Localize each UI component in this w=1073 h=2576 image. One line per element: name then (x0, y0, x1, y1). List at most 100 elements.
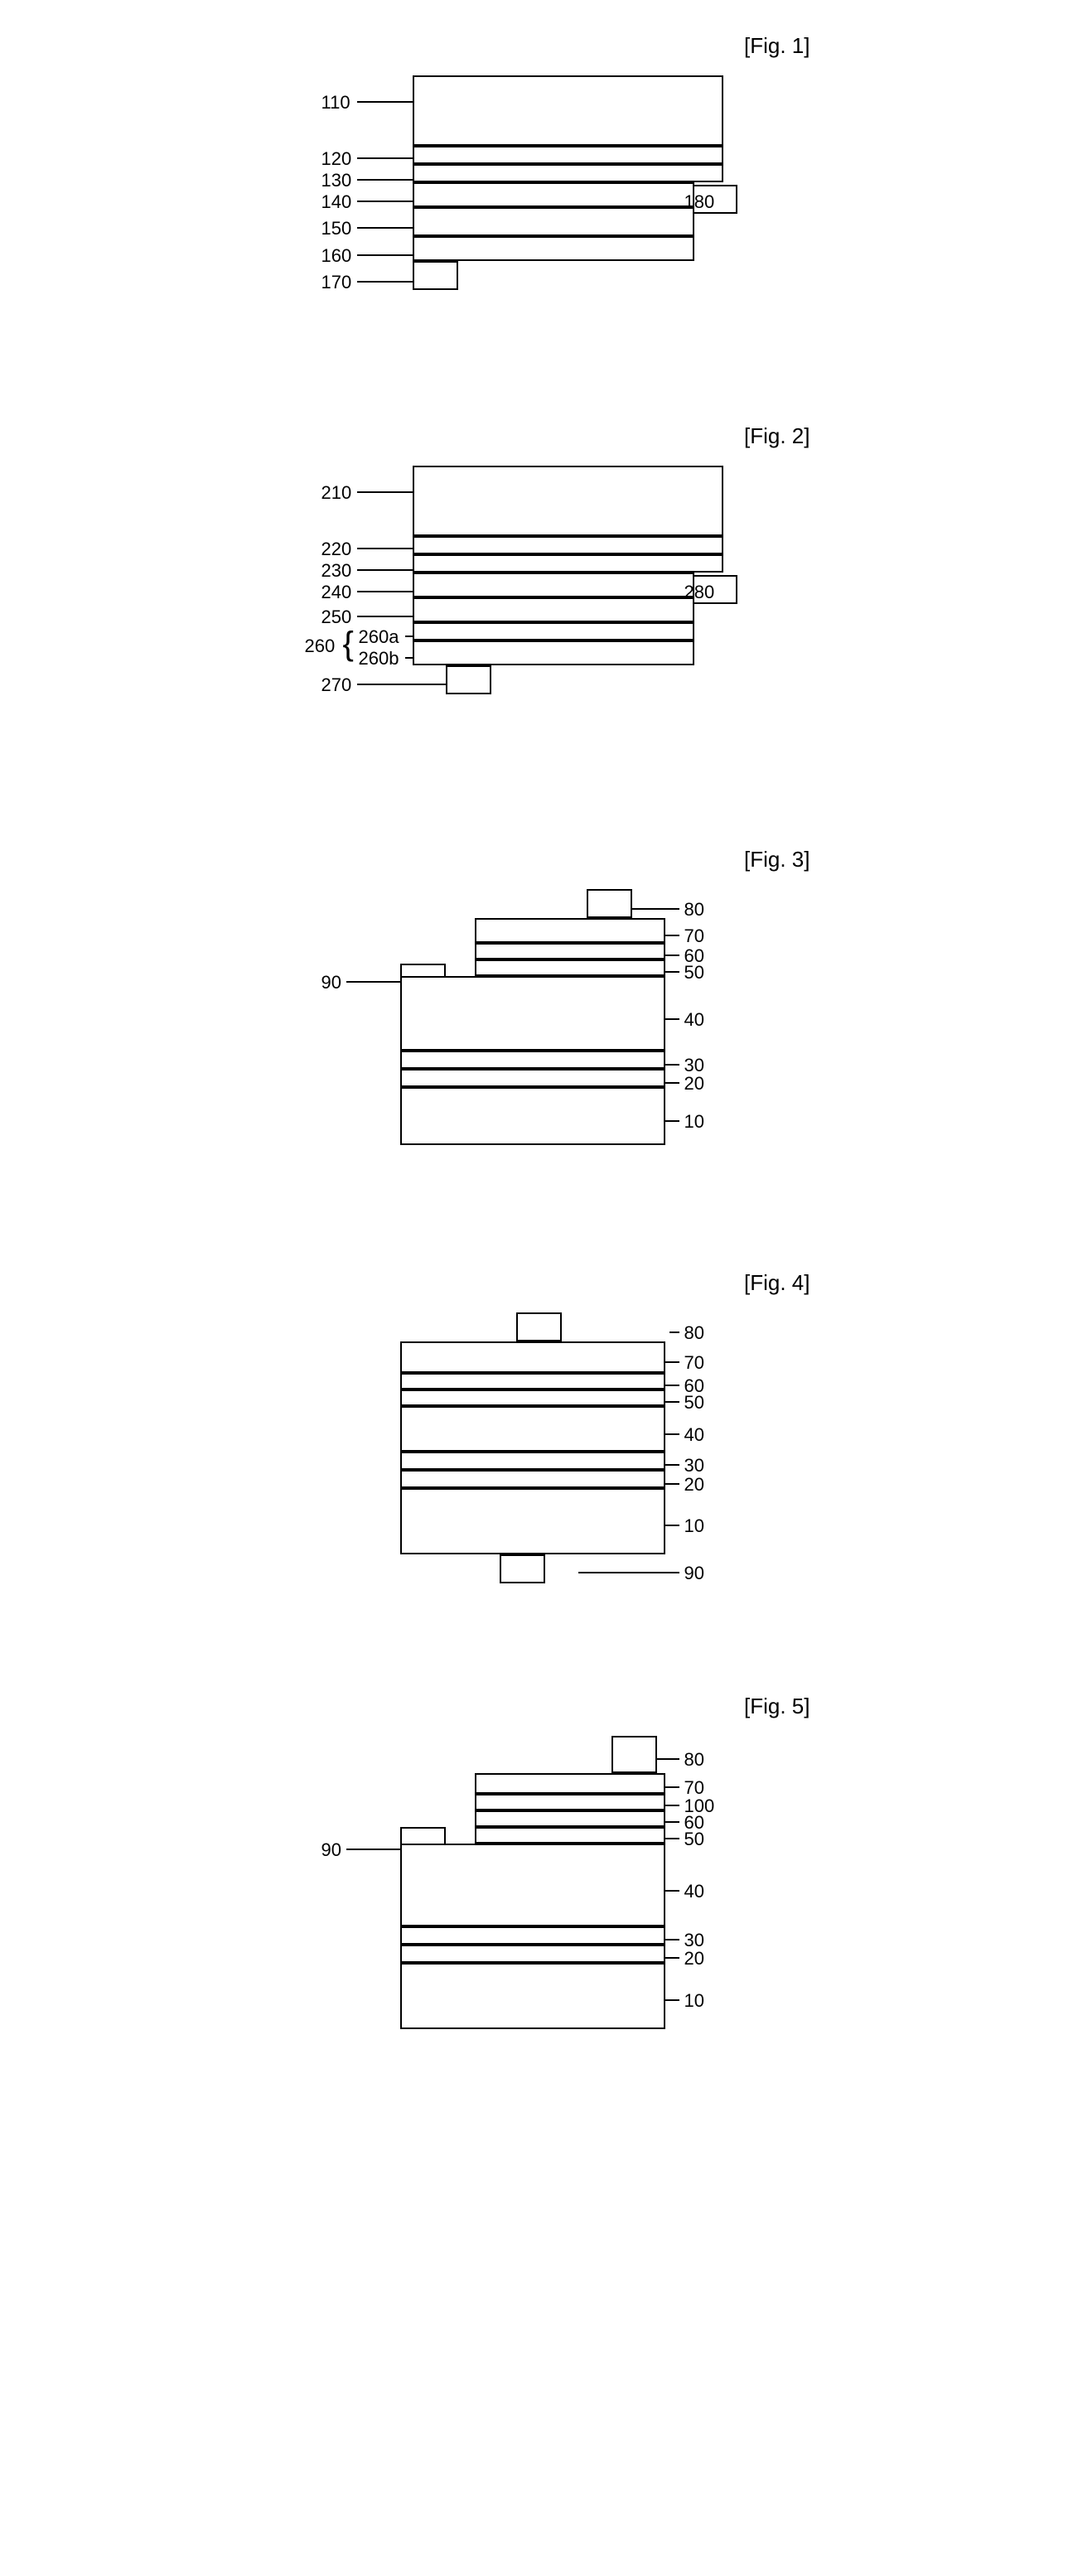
layer-10 (400, 1488, 665, 1554)
leader (357, 179, 413, 181)
leader (357, 101, 413, 103)
layer-250 (413, 597, 694, 622)
leader (357, 616, 413, 617)
label-90: 90 (321, 972, 341, 993)
leader (665, 1838, 679, 1839)
diagram: 807010060509040302010 (313, 1736, 761, 2084)
layer-60 (475, 943, 665, 959)
label-80: 80 (684, 1322, 704, 1344)
label-240: 240 (321, 582, 352, 603)
leader (665, 1361, 679, 1363)
leader (665, 1939, 679, 1940)
diagram: 210220230280240250260a260b270{260 (313, 466, 761, 797)
figure-3: [Fig. 3]807060509040302010 (247, 847, 827, 1220)
layer-210 (413, 466, 723, 536)
layer-10 (400, 1087, 665, 1145)
layer-70 (475, 918, 665, 943)
leader (405, 657, 413, 659)
leader (665, 1786, 679, 1788)
figure-title: [Fig. 5] (247, 1694, 827, 1719)
leader (578, 1572, 679, 1573)
leader (665, 955, 679, 956)
figure-title: [Fig. 2] (247, 423, 827, 449)
label-50: 50 (684, 1829, 704, 1850)
figure-4: [Fig. 4] 807060504030201090 (247, 1270, 827, 1644)
figure-2: [Fig. 2]210220230280240250260a260b270{26… (247, 423, 827, 797)
leader (357, 227, 413, 229)
layer-150 (413, 207, 694, 236)
figure-5: [Fig. 5]807010060509040302010 (247, 1694, 827, 2084)
layer-40 (400, 976, 665, 1051)
label-80: 80 (684, 1749, 704, 1771)
leader (665, 1483, 679, 1485)
leader (357, 591, 413, 592)
leader (357, 201, 413, 202)
layer-60 (475, 1810, 665, 1827)
leader (665, 1401, 679, 1403)
layer-80 (587, 889, 632, 918)
label-40: 40 (684, 1424, 704, 1446)
layer-20 (400, 1069, 665, 1087)
label-260a: 260a (359, 626, 399, 648)
leader (357, 254, 413, 256)
label-210: 210 (321, 482, 352, 504)
layer-40 (400, 1406, 665, 1452)
layer-260a (413, 622, 694, 640)
figure-1: [Fig. 1]110120130180140150160170 (247, 33, 827, 374)
label-140: 140 (321, 191, 352, 213)
layer-50 (475, 1827, 665, 1844)
leader (657, 1758, 679, 1760)
diagram: 110120130180140150160170 (313, 75, 761, 374)
label-280: 280 (684, 582, 715, 603)
label-120: 120 (321, 148, 352, 170)
label-220: 220 (321, 539, 352, 560)
layer-10 (400, 1963, 665, 2029)
leader (665, 1433, 679, 1435)
label-170: 170 (321, 272, 352, 293)
label-260: 260 (305, 636, 336, 657)
layer-50 (475, 959, 665, 976)
layer-220 (413, 536, 723, 554)
label-90: 90 (321, 1839, 341, 1861)
layer-70 (475, 1773, 665, 1794)
leader (357, 684, 446, 685)
layer-160 (413, 236, 694, 261)
leader (665, 1525, 679, 1526)
layer-50 (400, 1389, 665, 1406)
leader (357, 569, 413, 571)
leader (665, 971, 679, 973)
figure-title: [Fig. 3] (247, 847, 827, 872)
label-260b: 260b (359, 648, 399, 669)
label-20: 20 (684, 1474, 704, 1496)
layer-130 (413, 164, 723, 182)
leader (665, 1957, 679, 1959)
label-50: 50 (684, 962, 704, 984)
leader (665, 935, 679, 936)
label-10: 10 (684, 1990, 704, 2012)
leader (357, 491, 413, 493)
leader (357, 281, 413, 283)
figure-title: [Fig. 4] (247, 1270, 827, 1296)
layer-230 (413, 554, 723, 573)
leader (669, 1331, 679, 1333)
layer-30 (400, 1452, 665, 1470)
layer-20 (400, 1945, 665, 1963)
leader (357, 157, 413, 159)
leader (405, 636, 413, 637)
leader (346, 981, 400, 983)
label-20: 20 (684, 1073, 704, 1095)
layer-120 (413, 146, 723, 164)
label-130: 130 (321, 170, 352, 191)
diagram: 807060504030201090 (313, 1312, 761, 1644)
leader (665, 1890, 679, 1892)
label-270: 270 (321, 674, 352, 696)
leader (665, 1018, 679, 1020)
layer-40 (400, 1844, 665, 1926)
layer-100 (475, 1794, 665, 1810)
leader (665, 1805, 679, 1806)
leader (665, 1464, 679, 1466)
label-150: 150 (321, 218, 352, 239)
leader (632, 908, 679, 910)
leader (665, 1064, 679, 1066)
layer-170 (413, 261, 458, 290)
